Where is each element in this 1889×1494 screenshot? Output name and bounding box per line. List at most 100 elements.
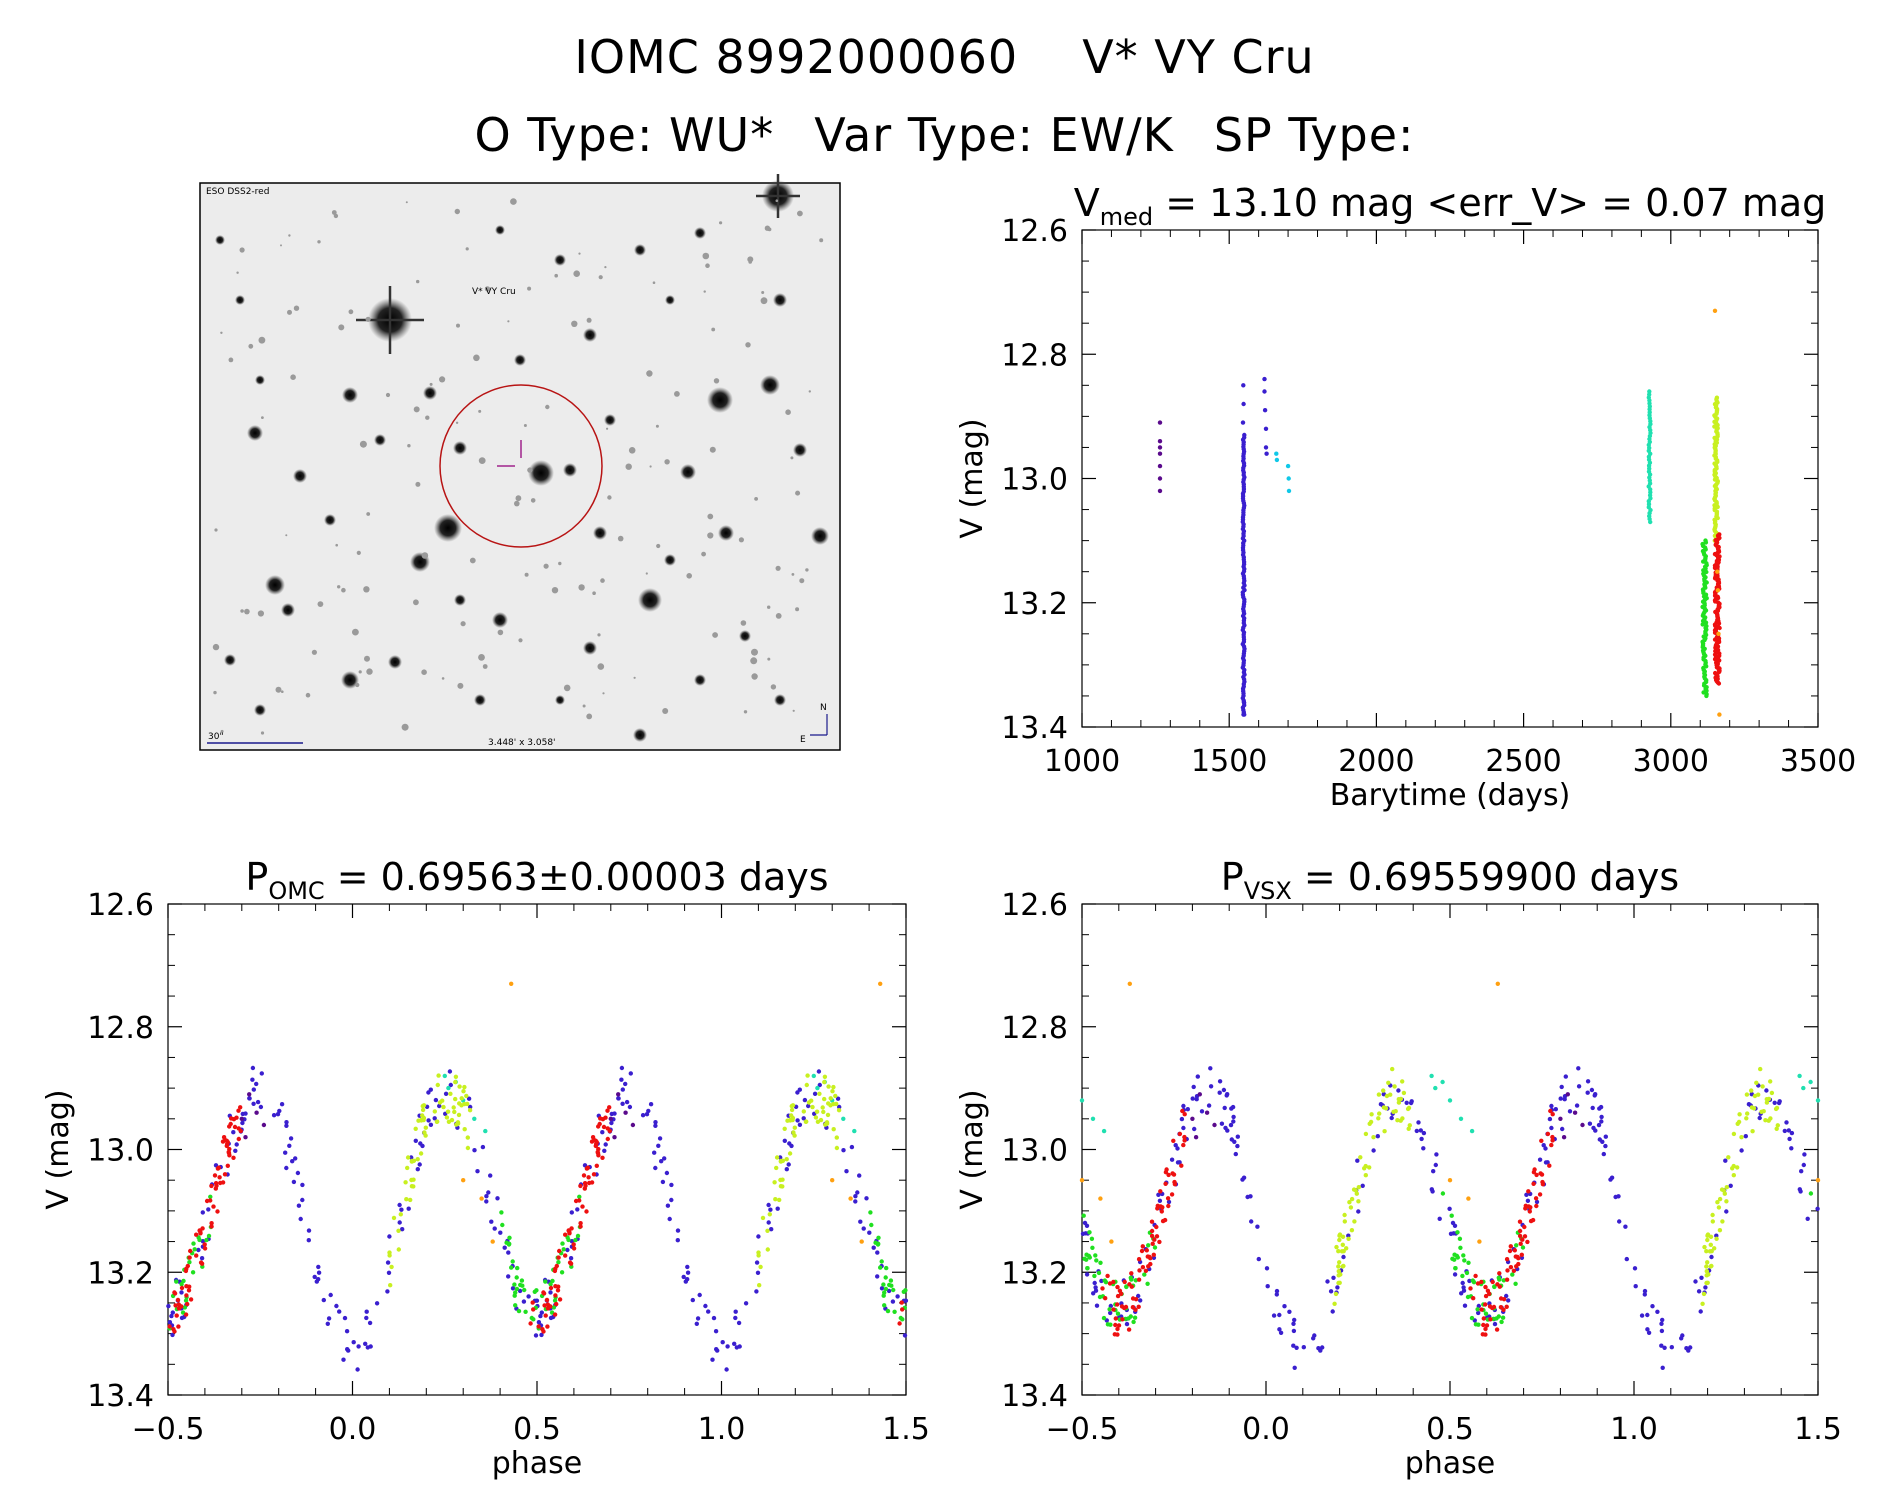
data-point <box>623 1081 628 1087</box>
chart-title-subscript: OMC <box>268 877 324 905</box>
data-point <box>1603 1143 1608 1149</box>
faint-star <box>738 537 745 543</box>
data-point <box>196 1247 201 1253</box>
faint-star <box>625 463 632 470</box>
data-point <box>1433 1162 1439 1168</box>
data-point <box>573 1237 578 1243</box>
data-point <box>1789 1146 1794 1151</box>
data-point <box>1580 1122 1585 1128</box>
data-point <box>1181 1125 1186 1131</box>
chart-title-symbol: P <box>1221 855 1244 899</box>
data-point <box>831 1101 836 1107</box>
data-point <box>1498 1305 1504 1310</box>
chart-title-text: = 0.69563±0.00003 days <box>325 855 829 899</box>
data-point <box>1358 1155 1363 1160</box>
faint-star <box>545 404 550 410</box>
data-point <box>1705 1237 1710 1243</box>
data-point <box>1173 1143 1178 1148</box>
data-point <box>186 1288 192 1293</box>
data-point <box>882 1303 887 1308</box>
data-point <box>556 1260 561 1265</box>
data-point <box>1504 1304 1509 1310</box>
data-point <box>624 1099 630 1105</box>
data-point <box>540 1327 545 1332</box>
data-point <box>1731 1163 1736 1169</box>
faint-star <box>352 628 359 636</box>
data-point <box>275 1112 281 1117</box>
data-point <box>814 1109 820 1114</box>
data-point <box>295 1170 301 1176</box>
data-point <box>620 1101 625 1107</box>
data-point <box>1458 1116 1464 1122</box>
data-point <box>1815 1178 1821 1183</box>
data-point <box>198 1231 203 1236</box>
data-point <box>891 1287 896 1293</box>
data-point <box>1337 1237 1342 1243</box>
chart-title-subscript: VSX <box>1244 877 1292 905</box>
data-point <box>1164 1167 1169 1172</box>
data-point <box>1728 1183 1733 1189</box>
data-point <box>1698 1309 1703 1314</box>
data-point <box>437 1103 442 1109</box>
data-point <box>423 1133 428 1138</box>
data-point <box>1784 1120 1789 1125</box>
data-point <box>1450 1220 1456 1226</box>
data-point <box>1190 1096 1195 1101</box>
data-point <box>813 1115 819 1120</box>
data-point <box>233 1148 238 1154</box>
faint-star <box>656 543 661 549</box>
data-point <box>1356 1209 1361 1214</box>
data-point <box>435 1119 440 1124</box>
star <box>634 244 646 256</box>
faint-star <box>280 244 282 247</box>
data-point <box>1645 1312 1650 1318</box>
data-point <box>247 1096 252 1101</box>
data-point <box>234 1115 239 1120</box>
data-point <box>183 1298 189 1303</box>
star <box>773 293 787 307</box>
faint-star <box>633 676 636 679</box>
sp-type: SP Type: <box>1213 108 1415 162</box>
data-point <box>507 1235 512 1241</box>
data-point <box>1494 1327 1500 1332</box>
data-point <box>601 1124 607 1130</box>
faint-star <box>797 210 803 217</box>
data-point <box>1084 1252 1089 1257</box>
data-point <box>418 1151 424 1156</box>
data-point <box>216 1165 221 1170</box>
x-axis-label: phase <box>1405 1446 1496 1481</box>
var-type: Var Type: EW/K <box>814 108 1174 162</box>
data-point <box>1152 1245 1158 1250</box>
data-point <box>1182 1138 1187 1143</box>
faint-star <box>413 599 419 606</box>
data-point <box>1157 420 1163 425</box>
data-point <box>462 1101 467 1107</box>
x-tick-label: 0.0 <box>329 1412 377 1447</box>
data-point <box>1407 1123 1413 1128</box>
data-point <box>498 1230 503 1235</box>
data-point <box>1204 1110 1210 1115</box>
data-point <box>1340 1242 1346 1248</box>
data-point <box>1085 1266 1090 1271</box>
data-point <box>1473 1273 1478 1279</box>
data-point <box>1145 1254 1151 1259</box>
data-point <box>743 1301 749 1306</box>
data-point <box>1587 1121 1593 1126</box>
faint-star <box>421 669 427 675</box>
data-point <box>445 1109 451 1114</box>
star <box>254 704 266 716</box>
data-point <box>1737 1112 1742 1117</box>
faint-star <box>311 649 317 655</box>
data-point <box>182 1305 188 1310</box>
data-point <box>176 1302 181 1307</box>
data-point <box>550 1278 555 1284</box>
phase-curve-vsx-chart: PVSX = 0.69559900 days −0.5 0.0 0.5 1.0 1.5 12… <box>955 855 1842 1481</box>
data-point <box>1805 1216 1810 1222</box>
data-point <box>563 1253 568 1258</box>
data-point <box>1712 637 1718 642</box>
data-point <box>1241 699 1247 705</box>
data-point <box>715 1348 720 1353</box>
data-point <box>1155 1206 1160 1211</box>
data-point <box>1458 1245 1463 1251</box>
data-point <box>408 1197 413 1203</box>
